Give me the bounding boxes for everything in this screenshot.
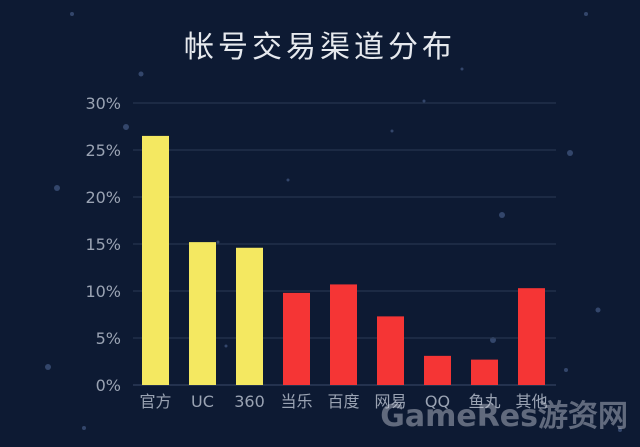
bar — [142, 135, 169, 385]
x-tick-label: 官方 — [139, 392, 171, 411]
x-tick-label: 网易 — [374, 392, 406, 411]
y-tick-label: 20% — [85, 188, 121, 207]
bar — [283, 292, 310, 385]
y-tick-label: 0% — [96, 376, 121, 395]
y-tick-label: 15% — [85, 235, 121, 254]
watermark-text: GameRes游资网 — [380, 399, 628, 434]
background-star — [499, 212, 505, 218]
background-star — [54, 185, 60, 191]
bar — [471, 359, 498, 385]
background-star — [123, 124, 129, 130]
background-star — [70, 12, 74, 16]
x-tick-label: 当乐 — [280, 392, 312, 411]
background-star — [564, 368, 568, 372]
y-tick-label: 25% — [85, 141, 121, 160]
x-tick-label: 百度 — [327, 392, 359, 411]
background-star — [224, 344, 228, 348]
bar — [236, 247, 263, 385]
background-star — [390, 129, 394, 133]
x-tick-label: 其他 — [515, 392, 547, 411]
x-tick-label: UC — [191, 392, 214, 411]
x-tick-label: QQ — [425, 392, 450, 411]
background-star — [45, 364, 51, 370]
background-star — [567, 150, 573, 156]
chart-title: 帐号交易渠道分布 — [184, 30, 456, 65]
background-star — [286, 178, 290, 182]
y-tick-label: 10% — [85, 282, 121, 301]
x-tick-label: 360 — [234, 392, 265, 411]
background-star — [82, 426, 86, 430]
bar — [377, 316, 404, 385]
bar — [424, 355, 451, 385]
bar — [330, 284, 357, 385]
background-star — [595, 307, 601, 313]
x-tick-label: 鱼丸 — [468, 392, 500, 411]
background-star — [216, 240, 220, 244]
bar — [518, 288, 545, 385]
background-star — [138, 71, 144, 77]
y-tick-label: 5% — [96, 329, 121, 348]
background-star — [584, 12, 588, 16]
background-star — [422, 99, 426, 103]
bar — [189, 242, 216, 385]
background-star — [460, 67, 464, 71]
y-tick-label: 30% — [85, 94, 121, 113]
background-star — [618, 428, 622, 432]
